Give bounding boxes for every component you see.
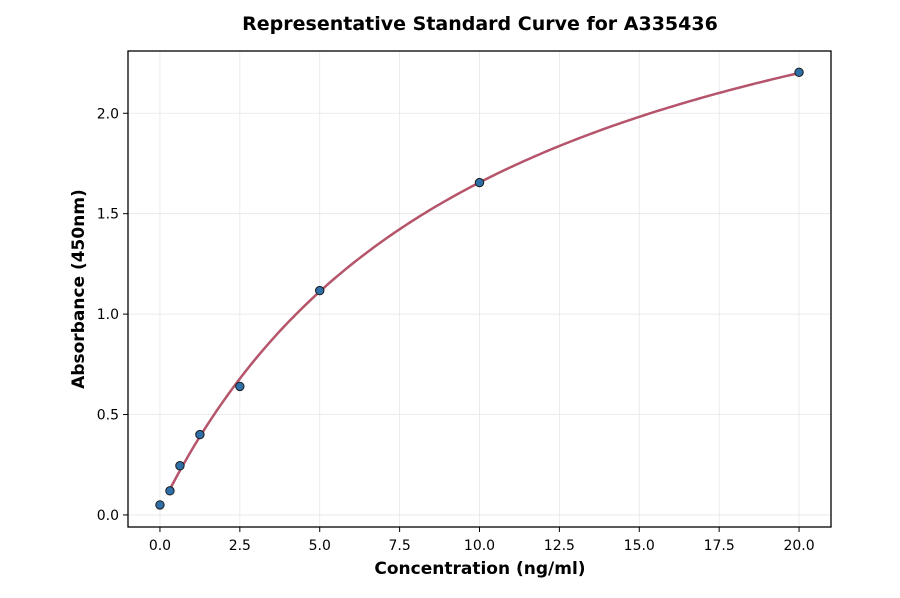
chart-title: Representative Standard Curve for A33543…: [242, 13, 718, 35]
data-point: [474, 177, 485, 188]
x-tick-label: 12.5: [544, 538, 575, 554]
y-tick-label: 0.0: [97, 508, 119, 524]
data-point: [235, 381, 245, 392]
x-tick-label: 0.0: [149, 538, 171, 554]
x-tick-label: 10.0: [464, 538, 495, 554]
data-points: [155, 67, 804, 510]
y-axis-ticks: 0.0 0.5 1.0 1.5 2.0: [97, 106, 128, 524]
x-tick-label: 7.5: [388, 538, 410, 554]
x-tick-label: 20.0: [783, 538, 814, 554]
data-point: [155, 500, 165, 510]
y-tick-label: 1.5: [97, 207, 119, 223]
y-tick-label: 0.5: [97, 408, 119, 424]
data-point: [165, 486, 175, 496]
data-point: [195, 429, 205, 440]
x-axis-ticks: 0.0 2.5 5.0 7.5 10.0 12.5 15.0 17.5 20.0: [149, 527, 815, 554]
y-tick-label: 2.0: [97, 106, 119, 122]
x-tick-label: 17.5: [704, 538, 735, 554]
y-tick-label: 1.0: [97, 307, 119, 323]
y-axis-label: Absorbance (450nm): [69, 189, 89, 389]
fit-curve-line: [168, 71, 800, 490]
data-point: [794, 67, 804, 77]
x-tick-label: 15.0: [624, 538, 655, 554]
x-axis-label: Concentration (ng/ml): [374, 559, 585, 579]
data-point: [175, 461, 185, 471]
data-point: [315, 285, 325, 296]
x-tick-label: 2.5: [229, 538, 251, 554]
x-tick-label: 5.0: [309, 538, 331, 554]
grid: [128, 51, 831, 527]
fit-curve-layer: [168, 71, 800, 490]
